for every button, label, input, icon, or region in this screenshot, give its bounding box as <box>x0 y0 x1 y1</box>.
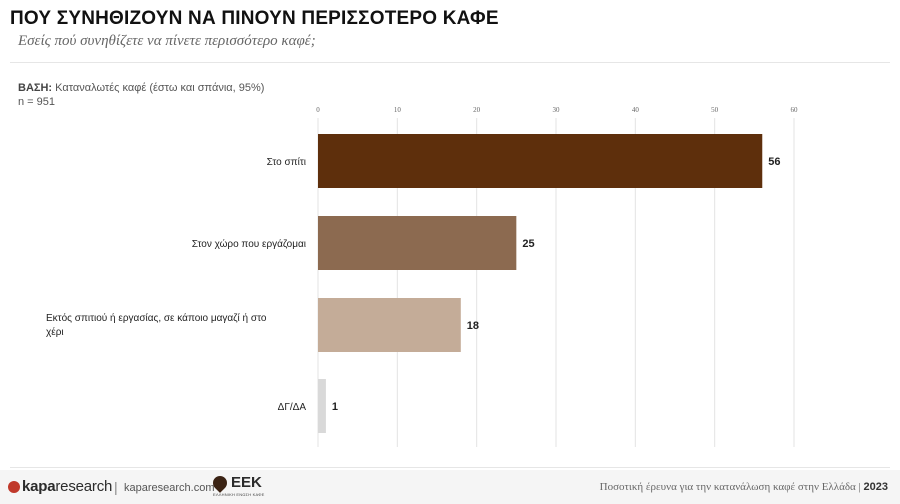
data-label: 56 <box>768 156 780 168</box>
kapa-research-logo: kaparesearch <box>8 478 112 495</box>
category-label: ΔΓ/ΔΑ <box>278 402 307 413</box>
logo-bold: kapa <box>22 478 56 495</box>
coffee-drop-icon <box>210 472 230 493</box>
category-label: Στο σπίτι <box>267 156 306 168</box>
bar <box>318 298 461 352</box>
base-text: Καταναλωτές καφέ (έστω και σπάνια, 95%) <box>52 82 265 94</box>
eek-subtitle: ΕΛΛΗΝΙΚΗ ΕΝΩΣΗ ΚΑΦΕ <box>213 492 265 497</box>
data-label: 1 <box>332 401 338 413</box>
header-divider <box>10 62 890 63</box>
x-tick-label: 50 <box>711 106 719 114</box>
footer: kaparesearch | kaparesearch.com ΕΕΚ ΕΛΛΗ… <box>0 470 900 504</box>
survey-caption: Ποσοτική έρευνα για την κατανάλωση καφέ … <box>600 481 888 493</box>
footer-separator: | <box>114 479 118 495</box>
bar <box>318 379 326 433</box>
logo-mark-icon <box>8 480 20 493</box>
x-tick-label: 20 <box>473 106 481 114</box>
x-tick-label: 30 <box>553 106 561 114</box>
eek-label: ΕΕΚ <box>231 474 262 491</box>
footer-divider <box>10 467 890 468</box>
question-subtitle: Εσείς πού συνηθίζετε να πίνετε περισσότε… <box>18 33 316 49</box>
website-link[interactable]: kaparesearch.com <box>124 482 215 494</box>
base-note: ΒΑΣΗ: Καταναλωτές καφέ (έστω και σπάνια,… <box>18 80 264 96</box>
x-tick-label: 40 <box>632 106 640 114</box>
x-tick-label: 10 <box>394 106 402 114</box>
base-label: ΒΑΣΗ: <box>18 82 53 94</box>
x-tick-label: 60 <box>791 106 799 114</box>
category-label: Στον χώρο που εργάζομαι <box>192 238 306 250</box>
logo-rest: research <box>55 478 113 495</box>
category-label: Εκτός σπιτιού ή εργασίας, σε κάποιο μαγα… <box>46 312 267 338</box>
eek-logo: ΕΕΚ ΕΛΛΗΝΙΚΗ ΕΝΩΣΗ ΚΑΦΕ <box>210 472 265 497</box>
bar <box>318 216 517 270</box>
data-label: 18 <box>467 320 479 332</box>
category-label-line: Εκτός σπιτιού ή εργασίας, σε κάποιο μαγα… <box>46 312 267 324</box>
survey-text: Ποσοτική έρευνα για την κατανάλωση καφέ … <box>599 481 864 493</box>
bar-chart: 0 10 20 30 40 50 60 56 Στο σπίτι 25 Στον χώρο που … <box>46 106 799 447</box>
page-title: ΠΟΥ ΣΥΝΗΘΙΖΟΥΝ ΝΑ ΠΙΝΟΥΝ ΠΕΡΙΣΣΟΤΕΡΟ ΚΑΦ… <box>10 8 499 29</box>
survey-year: 2023 <box>863 481 888 493</box>
data-label: 25 <box>522 238 534 250</box>
bar <box>318 134 763 188</box>
sample-size: n = 951 <box>18 96 56 108</box>
x-tick-label: 0 <box>316 106 320 114</box>
category-label-line: χέρι <box>46 326 64 338</box>
